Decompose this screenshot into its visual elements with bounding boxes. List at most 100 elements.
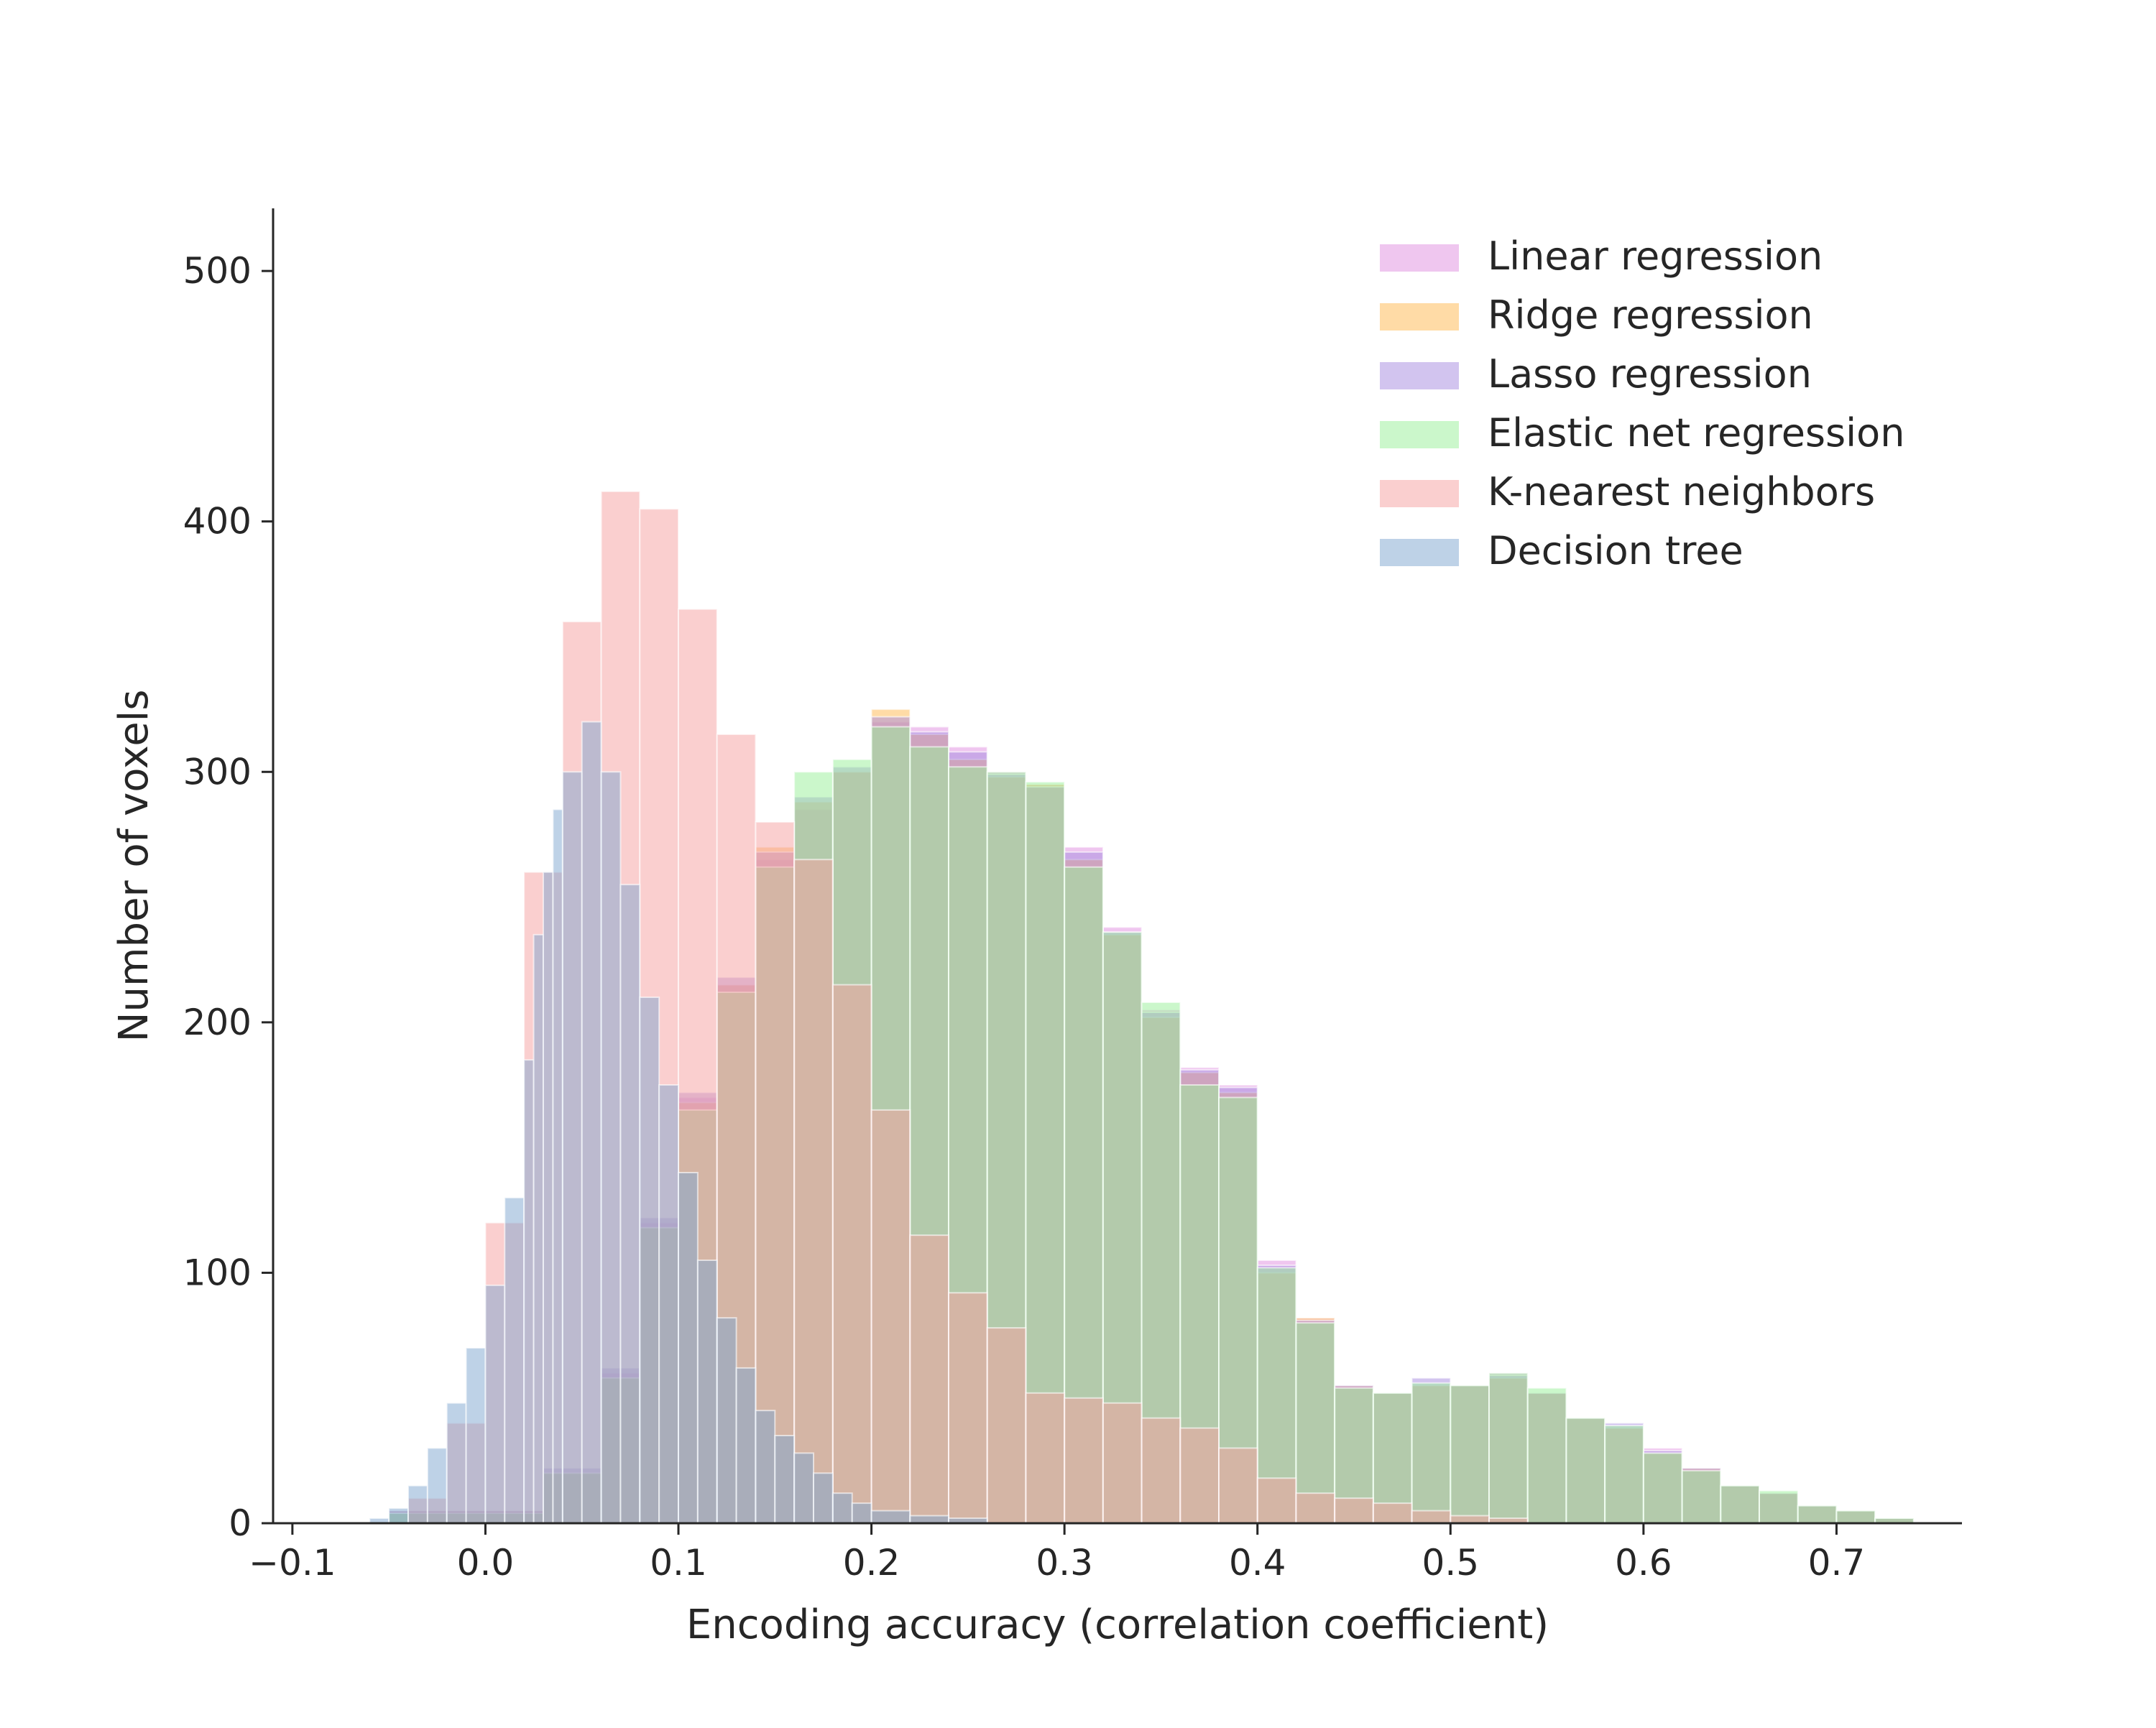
histogram-bar — [831, 1492, 853, 1524]
histogram-bar — [543, 871, 554, 1524]
histogram-bar — [388, 1507, 410, 1524]
histogram-bar — [1218, 1447, 1258, 1525]
histogram-bar — [793, 859, 834, 1525]
histogram-bar — [1372, 1392, 1413, 1524]
legend-swatch — [1380, 539, 1459, 566]
histogram-bar — [523, 1059, 535, 1524]
y-tick-label: 500 — [183, 250, 252, 292]
histogram-bar — [678, 1172, 699, 1524]
histogram-bar — [484, 1284, 506, 1525]
histogram-bar — [909, 1515, 950, 1525]
x-tick-label: 0.1 — [650, 1542, 707, 1584]
histogram-bar — [1526, 1387, 1567, 1525]
histogram-bar — [831, 984, 872, 1524]
series-decision-tree — [369, 721, 988, 1525]
x-tick-label: 0.5 — [1422, 1542, 1480, 1584]
histogram-bar — [1064, 1397, 1104, 1524]
x-axis-title: Encoding accuracy (correlation coefficie… — [686, 1602, 1549, 1648]
histogram-bar — [986, 1327, 1027, 1524]
x-tick-label: 0.2 — [843, 1542, 900, 1584]
histogram-bar — [1450, 1515, 1491, 1525]
histogram-bar — [1334, 1497, 1374, 1524]
histogram-bar — [465, 1347, 487, 1524]
legend-label: Lasso regression — [1488, 351, 1812, 397]
histogram-bar — [1256, 1477, 1297, 1524]
histogram-bar — [1604, 1425, 1644, 1524]
histogram-bar — [639, 997, 660, 1524]
histogram-bar — [774, 1435, 796, 1524]
histogram-bar — [1179, 1427, 1220, 1524]
x-tick-label: 0.3 — [1036, 1542, 1093, 1584]
histogram-bar — [948, 1292, 988, 1525]
histogram-bar — [1488, 1372, 1529, 1525]
legend-swatch — [1380, 362, 1459, 389]
histogram-bar — [600, 771, 622, 1524]
histogram-bar — [552, 808, 563, 1524]
histogram-bar — [793, 1452, 814, 1525]
y-tick-label: 400 — [183, 501, 252, 542]
x-tick-label: 0.4 — [1229, 1542, 1286, 1584]
histogram-bar — [1025, 1392, 1066, 1524]
legend-label: K-nearest neighbors — [1488, 469, 1875, 514]
histogram-bar — [870, 1109, 911, 1525]
histogram-bar — [1372, 1502, 1413, 1524]
legend-label: Linear regression — [1488, 234, 1823, 279]
y-tick-label: 300 — [183, 751, 252, 793]
legend-swatch — [1380, 244, 1459, 272]
histogram-bar — [813, 1472, 834, 1524]
legend-swatch — [1380, 303, 1459, 331]
histogram-bar — [1295, 1492, 1336, 1524]
histogram-bar — [1642, 1452, 1683, 1525]
histogram-bar — [696, 1260, 718, 1524]
legend-item-k-nearest-neighbors: K-nearest neighbors — [1380, 469, 1875, 514]
histogram-bar — [735, 1367, 757, 1525]
x-tick-label: 0.0 — [457, 1542, 515, 1584]
histogram-bar — [1720, 1484, 1760, 1525]
histogram-bar — [1102, 1402, 1143, 1524]
y-tick-label: 0 — [229, 1502, 252, 1544]
histogram-bar — [1797, 1505, 1838, 1525]
histogram-bar — [1450, 1385, 1491, 1525]
histogram-bar — [446, 1402, 467, 1524]
legend-item-elastic-net-regression: Elastic net regression — [1380, 410, 1904, 456]
y-tick-label: 100 — [183, 1252, 252, 1293]
legend-swatch — [1380, 421, 1459, 448]
histogram-bar — [619, 884, 641, 1524]
legend-item-ridge-regression: Ridge regression — [1380, 292, 1813, 338]
histogram-bar — [716, 1317, 737, 1524]
histogram-bar — [1835, 1510, 1876, 1525]
x-tick-label: 0.6 — [1615, 1542, 1672, 1584]
y-axis-title: Number of voxels — [111, 690, 157, 1043]
legend-item-decision-tree: Decision tree — [1380, 528, 1743, 573]
legend-label: Decision tree — [1488, 528, 1743, 573]
histogram-bar — [1411, 1510, 1452, 1525]
histogram-bar — [1759, 1489, 1799, 1525]
x-tick-label: −0.1 — [249, 1542, 336, 1584]
histogram-bar — [1411, 1382, 1452, 1525]
histogram-bar — [851, 1502, 872, 1524]
histogram-bar — [426, 1447, 448, 1525]
axes-layer: −0.1 0.0 0.1 0.2 0.3 0.4 0.5 0.6 0.7 0 100 200 300 40… — [183, 208, 1962, 1584]
histogram-bar — [504, 1196, 525, 1525]
y-tick-label: 200 — [183, 1002, 252, 1043]
histogram-bar — [1141, 1417, 1181, 1524]
legend: Linear regression Ridge regression Lasso r… — [1380, 234, 1904, 573]
bars-layer — [369, 490, 1915, 1525]
histogram-bar — [870, 1510, 911, 1525]
histogram-bar — [909, 1234, 950, 1524]
histogram-bar — [561, 771, 583, 1524]
histogram-bar — [755, 1410, 776, 1524]
legend-label: Elastic net regression — [1488, 410, 1904, 456]
histogram-bar — [1681, 1469, 1722, 1525]
histogram-bar — [658, 1084, 680, 1524]
legend-item-lasso-regression: Lasso regression — [1380, 351, 1812, 397]
histogram-bar — [407, 1484, 428, 1525]
legend-swatch — [1380, 480, 1459, 507]
histogram-bar — [581, 721, 602, 1524]
histogram-bar — [533, 933, 544, 1525]
histogram-bar — [1565, 1417, 1606, 1524]
legend-label: Ridge regression — [1488, 292, 1813, 338]
x-tick-label: 0.7 — [1808, 1542, 1866, 1584]
